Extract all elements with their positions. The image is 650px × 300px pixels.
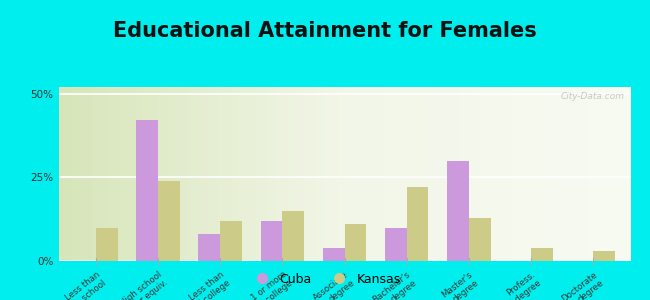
- Bar: [407, 188, 428, 261]
- Bar: [344, 224, 366, 261]
- Bar: [531, 248, 552, 261]
- Bar: [447, 160, 469, 261]
- Bar: [593, 251, 615, 261]
- Bar: [96, 227, 118, 261]
- Bar: [158, 181, 180, 261]
- Bar: [469, 218, 491, 261]
- Bar: [261, 221, 282, 261]
- Text: Educational Attainment for Females: Educational Attainment for Females: [113, 21, 537, 41]
- Text: City-Data.com: City-Data.com: [561, 92, 625, 101]
- Bar: [198, 234, 220, 261]
- Bar: [220, 221, 242, 261]
- Legend: Cuba, Kansas: Cuba, Kansas: [244, 268, 406, 291]
- Bar: [136, 121, 158, 261]
- Bar: [323, 248, 345, 261]
- Bar: [385, 227, 407, 261]
- Bar: [282, 211, 304, 261]
